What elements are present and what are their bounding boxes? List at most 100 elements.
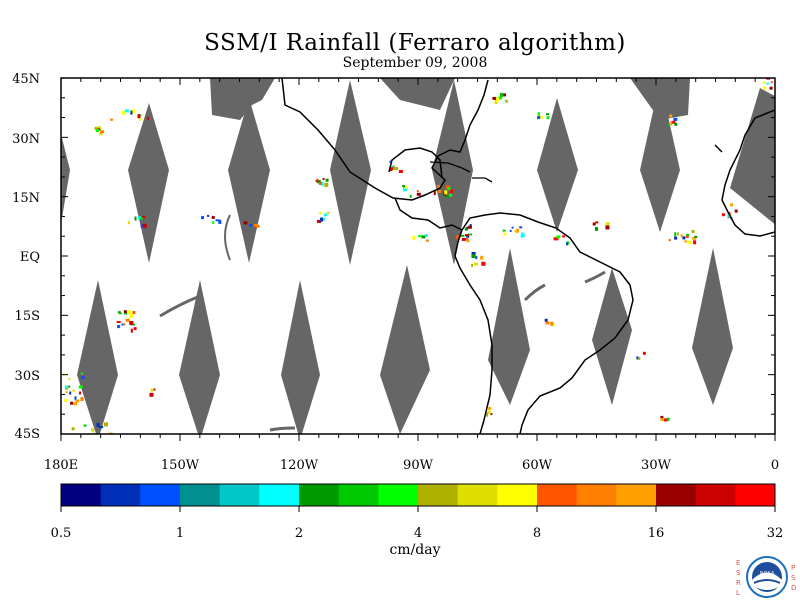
rain-pixel <box>605 225 610 230</box>
rain-pixel <box>409 194 412 198</box>
lon-label-30w: 30W <box>641 458 672 473</box>
rain-pixel <box>486 412 489 417</box>
swath-gap <box>640 80 680 232</box>
rain-pixel <box>449 189 453 194</box>
rain-pixel <box>504 99 507 102</box>
rain-pixel <box>130 328 133 333</box>
rain-pixel <box>766 82 770 85</box>
rain-pixel <box>207 214 210 217</box>
rain-pixel <box>562 235 566 238</box>
rain-pixel <box>73 402 78 406</box>
rain-pixel <box>730 203 733 207</box>
svg-text:S: S <box>791 574 796 582</box>
colorbar-swatch <box>497 484 538 506</box>
rain-pixel <box>325 178 329 182</box>
rain-pixel <box>201 216 204 220</box>
rain-pixel <box>670 121 673 126</box>
rain-pixel <box>667 123 670 126</box>
rain-pixel <box>389 160 392 163</box>
rain-pixel <box>566 242 569 246</box>
svg-text:E: E <box>736 559 740 567</box>
rain-pixel <box>149 392 154 397</box>
rain-pixel <box>480 255 484 260</box>
colorbar-swatch <box>735 484 776 506</box>
rain-pixel <box>254 223 257 227</box>
rain-pixel <box>509 229 512 232</box>
rain-pixel <box>460 234 465 237</box>
rain-pixel <box>595 226 598 231</box>
lon-label-90w: 90W <box>403 458 434 473</box>
swath-gap <box>210 78 275 120</box>
rain-pixel <box>537 112 540 116</box>
map-subtitle: September 09, 2008 <box>342 55 488 71</box>
colorbar-swatch <box>219 484 260 506</box>
rain-pixel <box>321 182 324 187</box>
coastlines <box>281 78 775 434</box>
rain-pixel <box>99 426 104 429</box>
rain-pixel <box>539 115 543 119</box>
lat-label-30s: 30S <box>15 369 40 384</box>
rain-pixel <box>455 235 459 240</box>
lon-label-120w: 120W <box>280 458 319 473</box>
rain-pixel <box>666 417 670 421</box>
rain-pixel <box>546 116 550 120</box>
rain-pixel <box>398 170 403 173</box>
rain-pixel <box>319 211 323 215</box>
lat-label-15n: 15N <box>12 191 40 206</box>
rain-pixel <box>243 221 248 225</box>
lon-label-0: 0 <box>771 458 779 473</box>
rain-pixel <box>438 190 442 193</box>
rain-pixel <box>78 385 83 389</box>
colorbar-swatch <box>100 484 141 506</box>
rain-pixel <box>79 391 81 395</box>
rain-pixel <box>554 237 559 241</box>
rain-pixel <box>498 96 503 100</box>
rain-pixel <box>116 321 121 323</box>
swath-gap <box>488 248 530 405</box>
lat-label-45s: 45S <box>15 427 40 442</box>
svg-text:S: S <box>736 569 741 577</box>
swath-gap <box>77 280 118 434</box>
rain-pixel <box>762 81 766 84</box>
colorbar <box>60 484 776 512</box>
svg-text:R: R <box>736 579 741 587</box>
rain-pixel <box>99 132 103 136</box>
colorbar-swatch <box>656 484 697 506</box>
rain-pixel <box>592 222 596 226</box>
swath-gap <box>537 98 578 232</box>
rain-pixel <box>110 118 113 121</box>
rain-pixel <box>466 235 470 238</box>
rain-pixel <box>65 391 68 394</box>
rain-pixel <box>218 219 222 224</box>
rain-pixel <box>68 378 71 381</box>
swath-gap <box>179 280 220 434</box>
rain-pixel <box>669 114 673 118</box>
rain-pixel <box>97 126 101 131</box>
rain-pixel <box>694 235 698 238</box>
rain-pixel <box>130 110 133 115</box>
rain-pixel <box>469 224 472 227</box>
rain-pixel <box>433 191 436 196</box>
rain-pixel <box>521 232 525 237</box>
rain-pixel <box>134 216 137 221</box>
lat-label-30n: 30N <box>12 132 40 147</box>
colorbar-swatch <box>576 484 617 506</box>
rain-pixel <box>537 116 541 120</box>
rain-pixel <box>637 356 641 360</box>
rain-pixel <box>425 239 429 242</box>
rain-pixel <box>424 234 428 237</box>
rain-pixel <box>96 129 99 132</box>
svg-text:D: D <box>791 584 796 592</box>
rain-pixel <box>461 237 466 241</box>
rain-pixel <box>516 228 519 233</box>
rain-pixel <box>322 178 325 180</box>
rain-pixel <box>727 213 730 218</box>
rain-pixel <box>69 391 72 395</box>
rain-pixel <box>124 109 129 113</box>
rain-pixel <box>117 325 121 329</box>
rain-pixel <box>125 318 130 322</box>
rain-pixel <box>505 99 508 103</box>
rain-pixel <box>133 327 137 331</box>
rain-pixel <box>317 219 321 223</box>
rain-pixel <box>389 166 394 169</box>
